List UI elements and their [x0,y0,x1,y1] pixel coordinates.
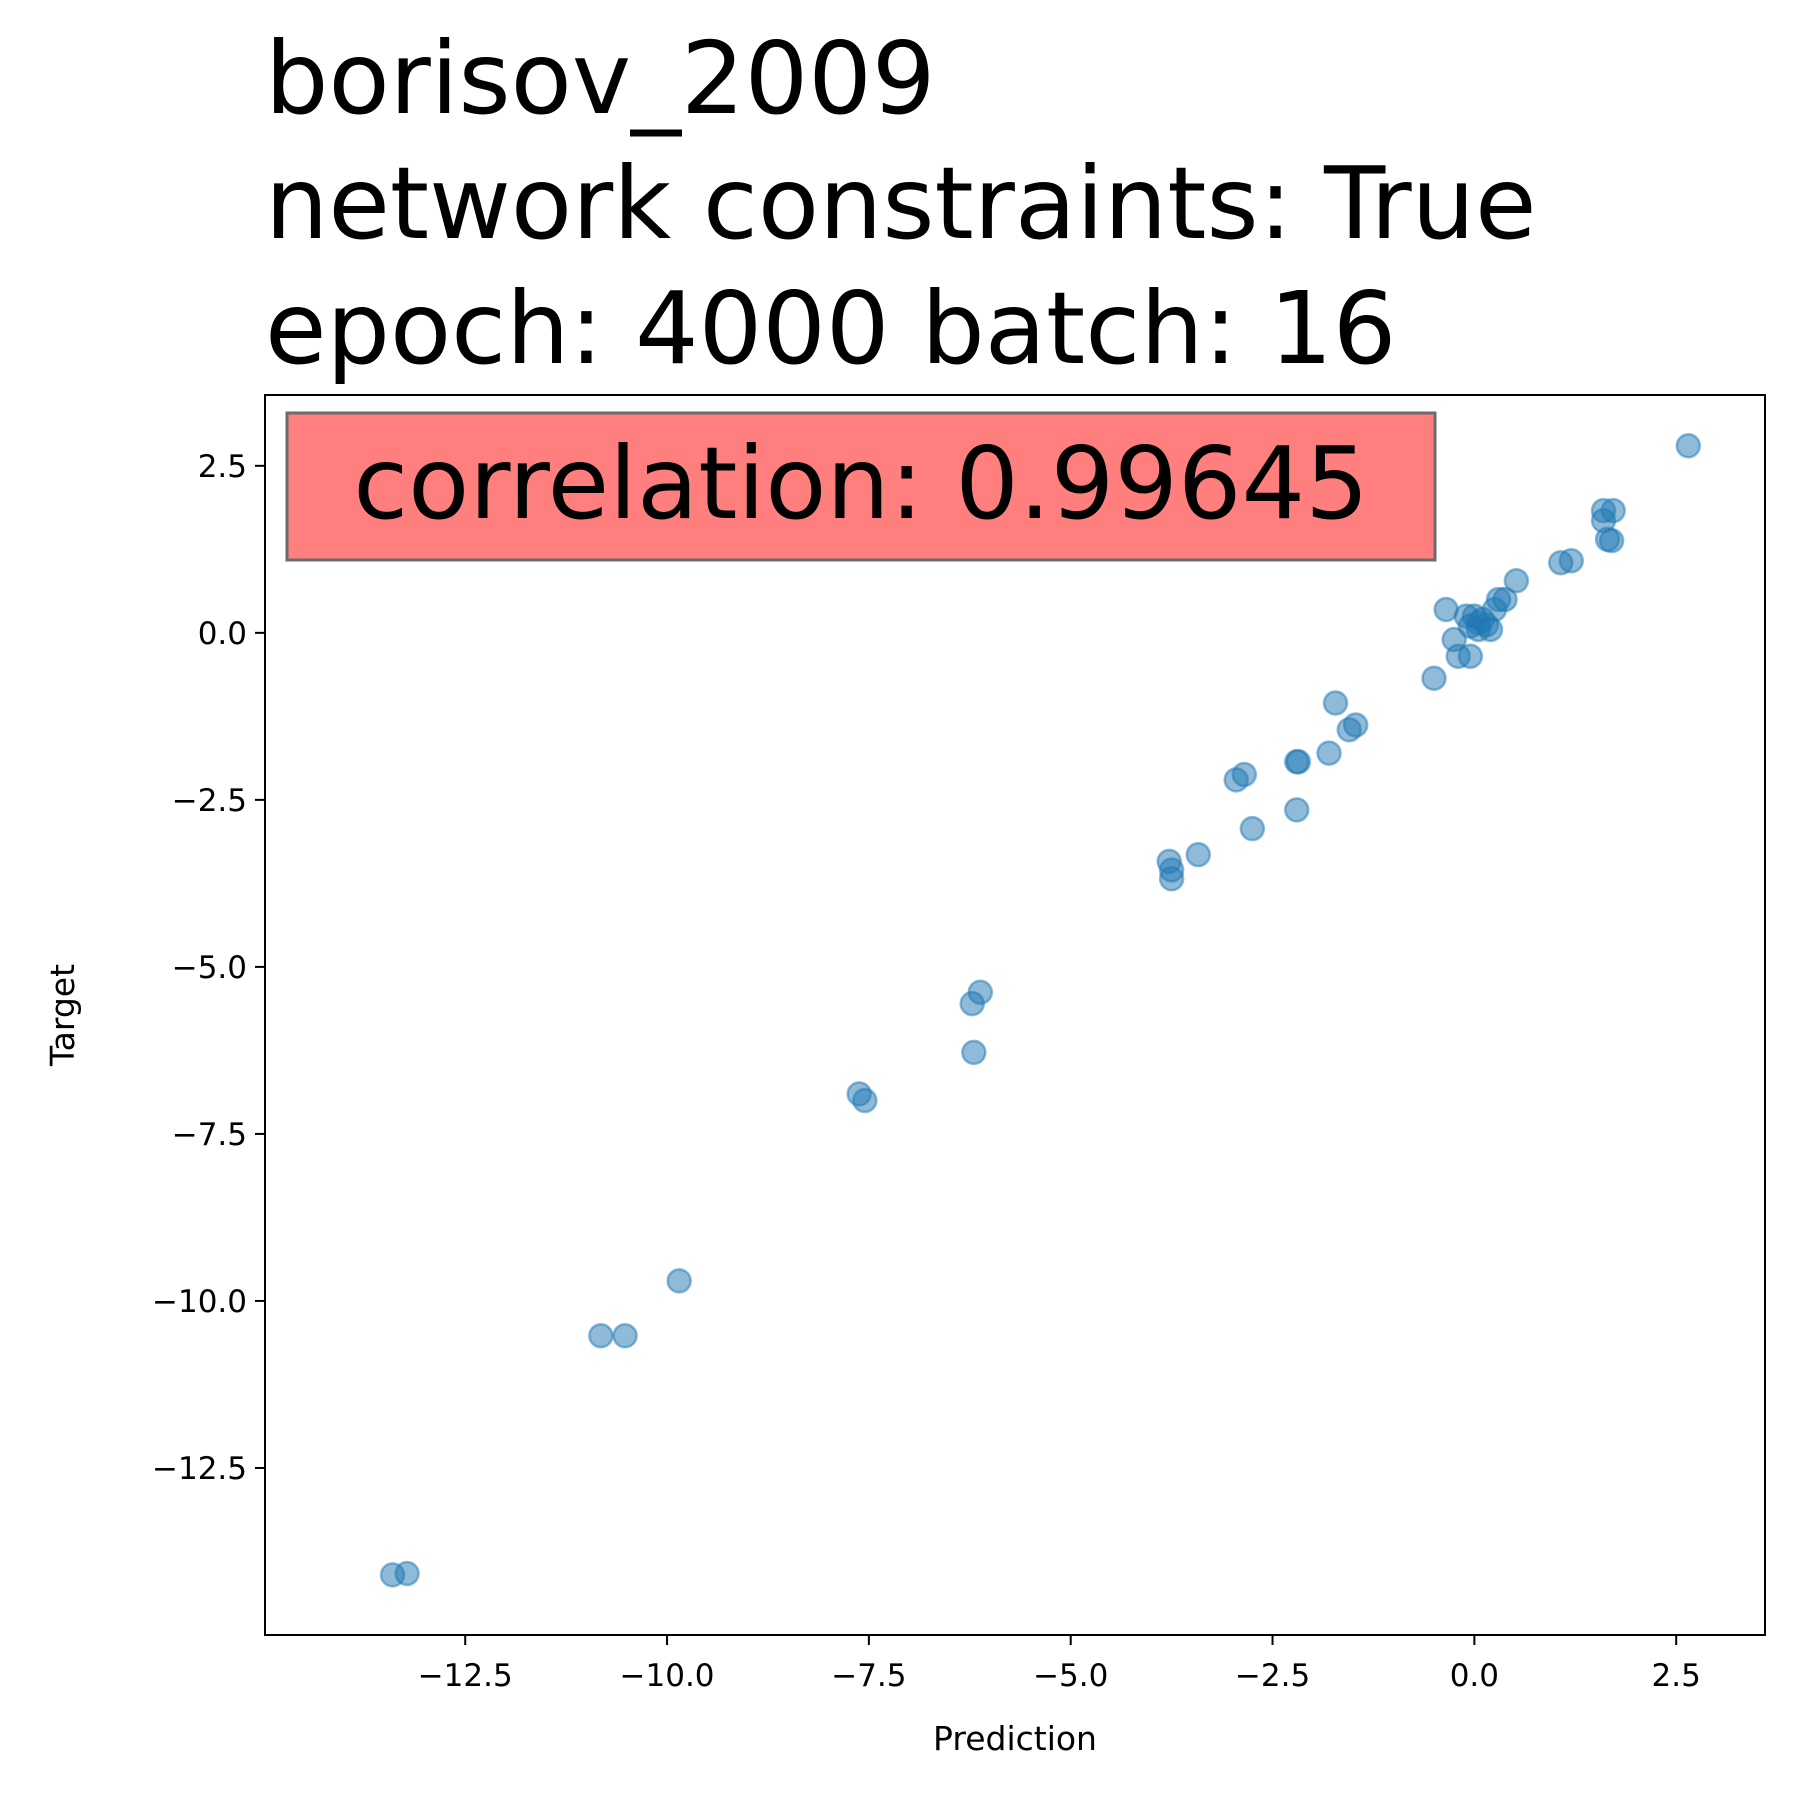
title-line-3: epoch: 4000 batch: 16 [265,270,1396,387]
title-line-1: borisov_2009 [265,20,936,137]
data-point [1598,527,1625,554]
data-point [1477,616,1504,643]
data-points [379,433,1702,1588]
correlation-text: correlation: 0.99645 [353,425,1369,542]
data-point [1322,690,1349,716]
data-point [1158,865,1185,892]
plot-area-frame [264,394,1766,1636]
data-point [959,990,985,1017]
chart-title: borisov_2009 network constraints: True e… [265,20,1536,387]
data-point [1457,643,1484,669]
correlation-box [285,411,1437,562]
y-tick-label: 0.0 [198,616,247,652]
y-axis-ticks: 2.5 0.0 −2.5 −5.0 −7.5 −10.0 −12.5 [152,449,265,1487]
data-point [588,1322,614,1349]
data-point [1558,547,1584,574]
data-point [1316,740,1342,766]
x-axis-ticks: −12.5 −10.0 −7.5 −5.0 −2.5 0.0 2.5 [418,1635,1701,1694]
x-tick-label: −2.5 [1235,1658,1310,1694]
x-tick-label: −10.0 [620,1658,715,1694]
y-tick-label: −7.5 [172,1117,247,1153]
data-point [1284,797,1310,823]
x-tick-label: 2.5 [1652,1658,1701,1694]
data-point [1239,815,1266,842]
data-point [1231,761,1258,788]
data-point [1342,712,1369,738]
data-point [852,1087,878,1114]
data-point [1503,567,1530,594]
data-point [612,1322,638,1349]
x-tick-label: −5.0 [1033,1658,1108,1694]
y-tick-label: 2.5 [198,449,247,485]
x-tick-label: −12.5 [418,1658,513,1694]
x-tick-label: 0.0 [1450,1658,1499,1694]
data-point [961,1039,987,1066]
x-axis-label: Prediction [933,1719,1097,1758]
title-line-2: network constraints: True [265,145,1536,262]
y-tick-label: −12.5 [152,1451,247,1487]
data-point [1421,665,1447,692]
y-tick-label: −2.5 [172,783,247,819]
x-tick-label: −7.5 [831,1658,906,1694]
y-tick-label: −10.0 [152,1284,247,1320]
data-point [394,1560,420,1587]
data-point [1185,841,1212,868]
y-axis-label: Target [43,964,82,1067]
data-point [666,1268,692,1294]
correlation-annotation: correlation: 0.99645 [285,411,1437,562]
y-tick-label: −5.0 [172,950,247,986]
data-point [1675,433,1702,459]
data-point [1285,749,1312,775]
